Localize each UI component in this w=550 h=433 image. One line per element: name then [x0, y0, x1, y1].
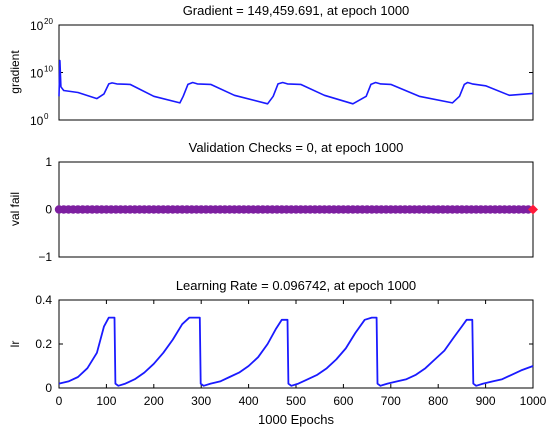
- validation-y-ticks: 1 0 −1: [38, 155, 533, 264]
- x-tick-label: 600: [333, 394, 353, 408]
- x-tick-label: 700: [381, 394, 401, 408]
- validation-y-tick-label: 1: [45, 155, 52, 169]
- validation-title: Validation Checks = 0, at epoch 1000: [189, 140, 404, 155]
- learning-rate-y-tick-label: 0.4: [35, 293, 52, 307]
- x-tick-label: 500: [286, 394, 306, 408]
- learning-rate-series: [58, 316, 534, 387]
- validation-y-label: val fail: [8, 192, 22, 226]
- learning-rate-y-ticks: 0.4 0.2 0: [35, 293, 533, 395]
- x-tick-label: 100: [96, 394, 116, 408]
- learning-rate-y-tick-label: 0: [45, 381, 52, 395]
- gradient-y-tick-label: 10: [30, 67, 44, 81]
- gradient-line: [58, 59, 534, 105]
- learning-rate-panel: Learning Rate = 0.096742, at epoch 1000 …: [8, 278, 547, 427]
- learning-rate-y-label: lr: [8, 341, 22, 348]
- gradient-y-tick-exponent: 10: [44, 65, 53, 74]
- gradient-y-tick-exponent: 0: [44, 112, 49, 121]
- validation-panel: Validation Checks = 0, at epoch 1000 1 0 −…: [8, 140, 538, 264]
- gradient-y-tick-label: 10: [30, 114, 44, 128]
- gradient-y-label: gradient: [8, 50, 22, 94]
- x-tick-label: 800: [428, 394, 448, 408]
- gradient-panel: Gradient = 149,459.691, at epoch 1000 10…: [8, 3, 534, 128]
- gradient-y-tick-exponent: 20: [44, 17, 53, 26]
- x-tick-label: 900: [476, 394, 496, 408]
- learning-rate-y-tick-label: 0.2: [35, 337, 52, 351]
- validation-y-tick-label: 0: [45, 203, 52, 217]
- gradient-plot-area: [58, 24, 534, 121]
- validation-y-tick-label: −1: [38, 250, 52, 264]
- gradient-title: Gradient = 149,459.691, at epoch 1000: [183, 3, 410, 18]
- validation-series: [54, 204, 538, 215]
- learning-rate-plot-area: [58, 299, 534, 389]
- x-axis-label: 1000 Epochs: [258, 412, 334, 427]
- x-tick-label: 200: [144, 394, 164, 408]
- gradient-series: [58, 59, 534, 105]
- learning-rate-title: Learning Rate = 0.096742, at epoch 1000: [176, 278, 416, 293]
- validation-final-marker: [528, 204, 538, 215]
- learning-rate-x-ticks: 0 100 200 300 400 500 600 700 800 900 1000: [56, 300, 547, 408]
- x-tick-label: 300: [191, 394, 211, 408]
- x-tick-label: 0: [56, 394, 63, 408]
- x-tick-label: 400: [239, 394, 259, 408]
- gradient-y-tick-label: 10: [30, 19, 44, 33]
- learning-rate-line: [58, 316, 534, 387]
- x-tick-label: 1000: [520, 394, 547, 408]
